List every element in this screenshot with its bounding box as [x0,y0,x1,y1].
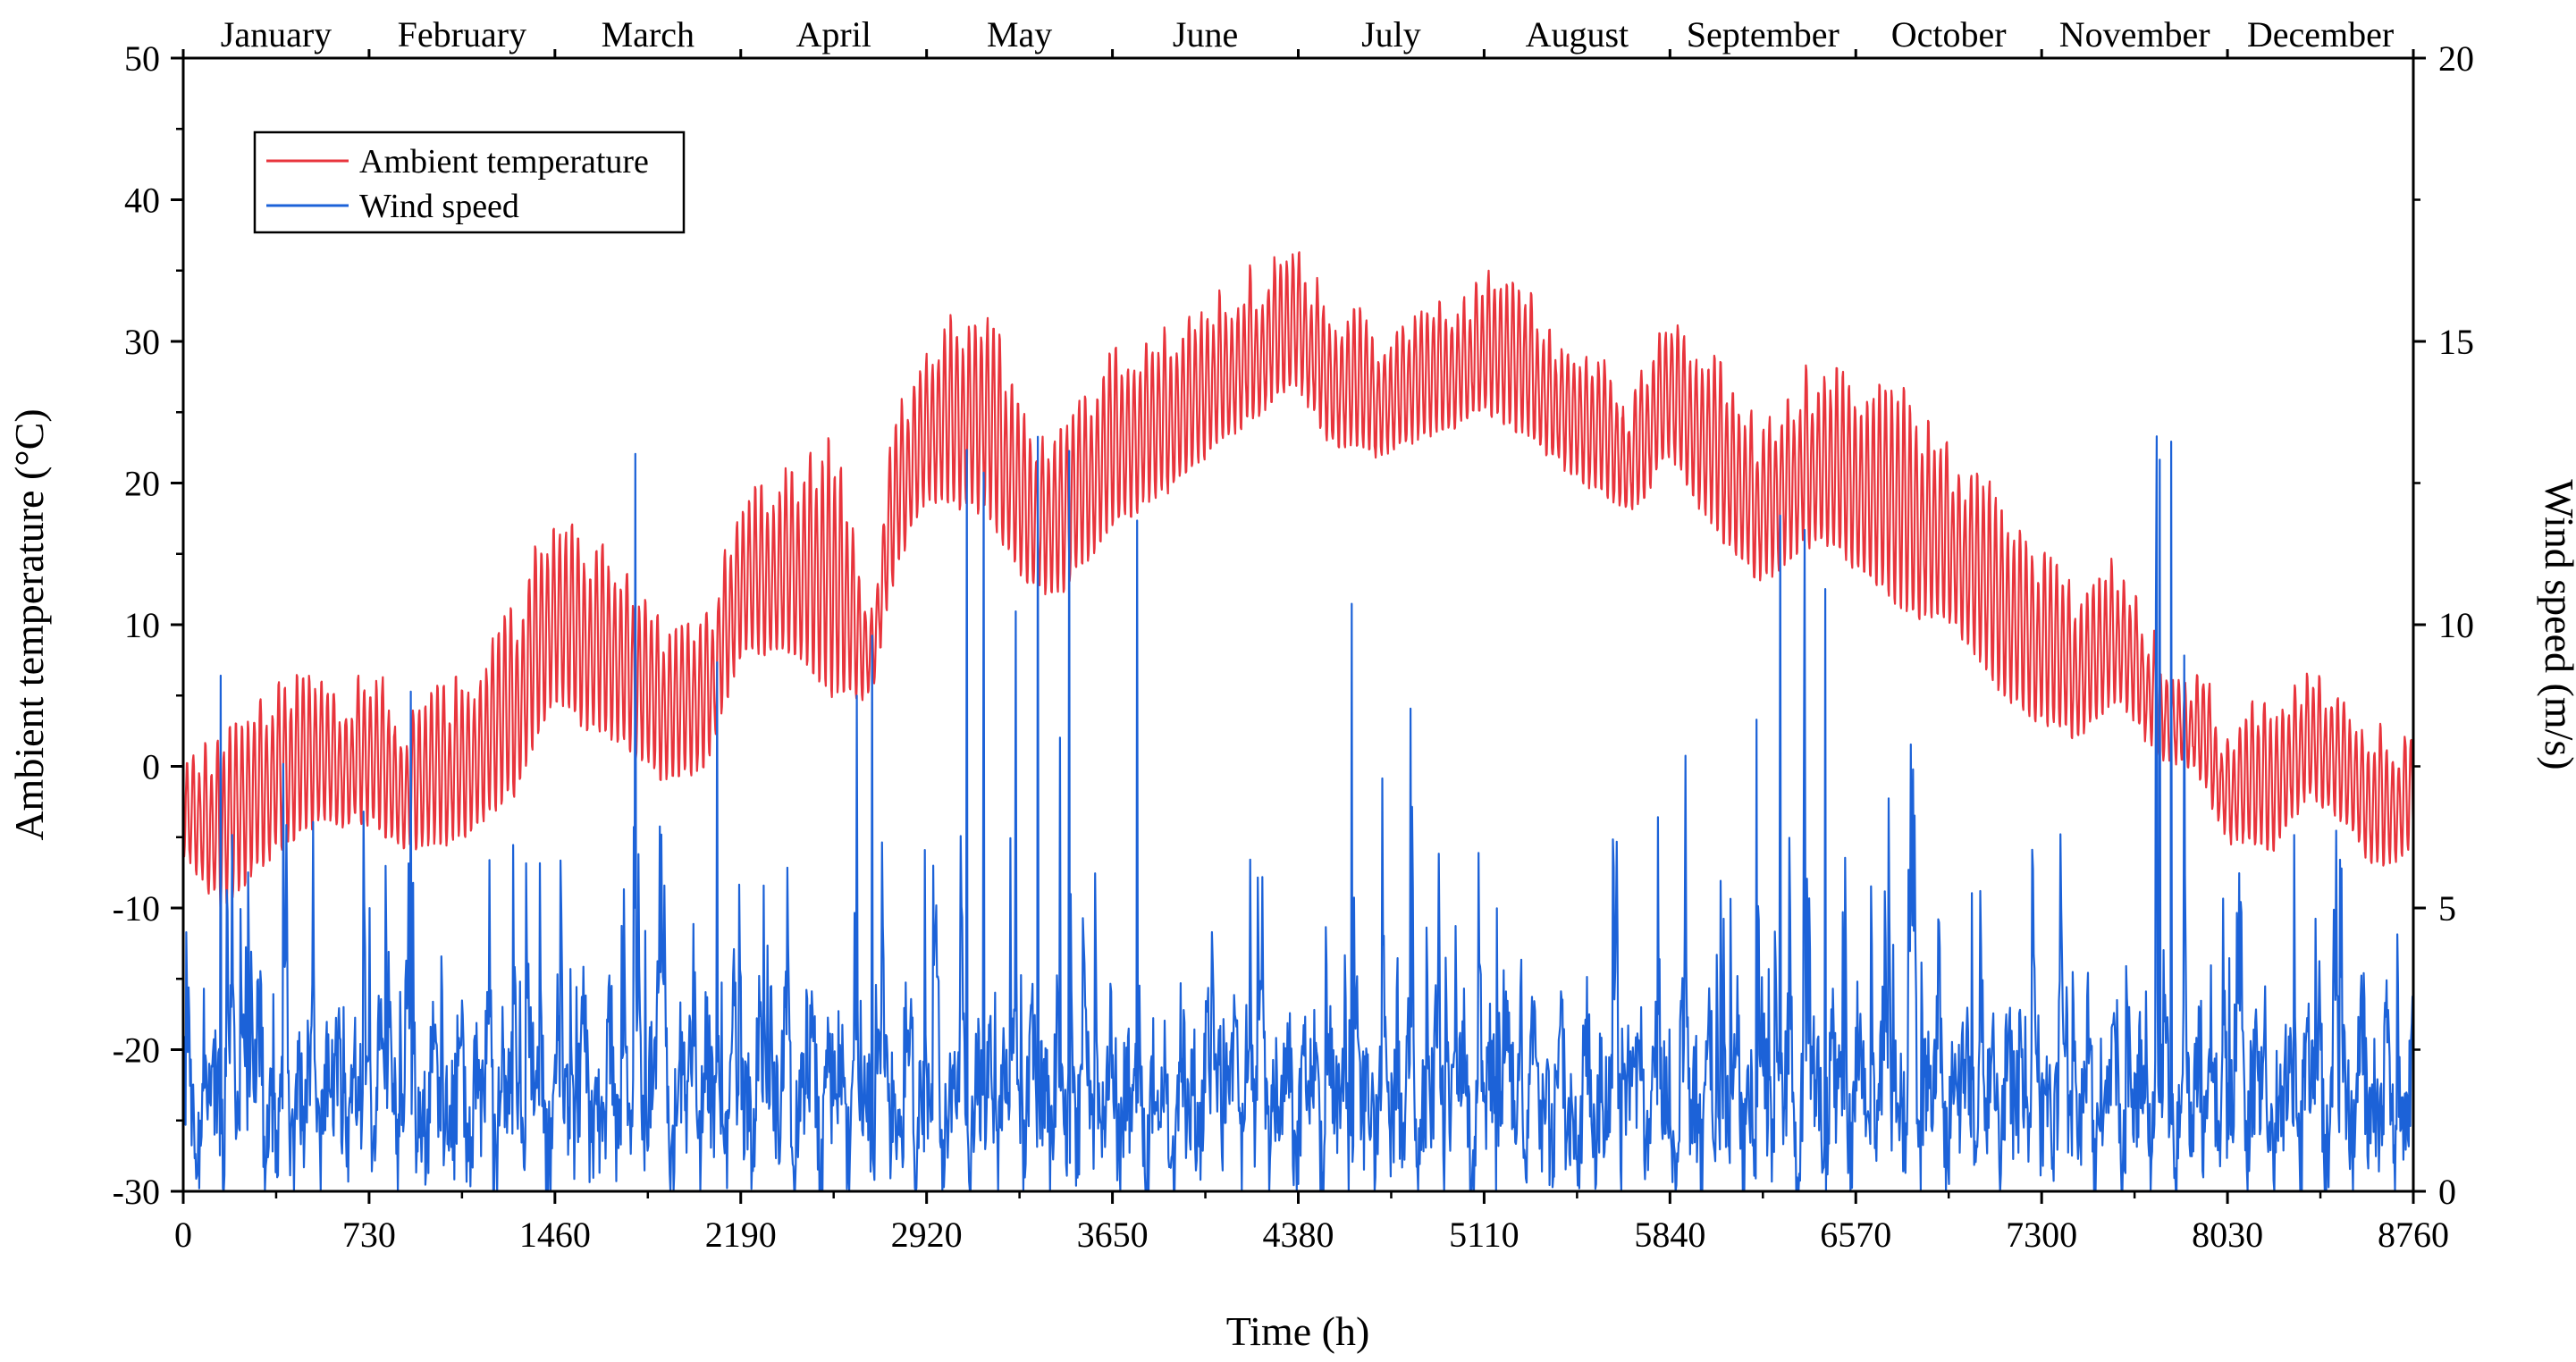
y-axis-right: 0 5 10 15 20 [2413,38,2474,1212]
month-label: December [2247,14,2394,55]
x-tick-label: 4380 [1263,1215,1334,1255]
y-right-tick-label: 5 [2438,888,2456,929]
month-label: May [987,14,1052,55]
x-tick-label: 730 [342,1215,396,1255]
x-tick-label: 0 [174,1215,192,1255]
month-label: September [1687,14,1839,55]
month-label: October [1891,14,2007,55]
month-label: June [1173,14,1238,55]
x-tick-label: 3650 [1077,1215,1149,1255]
x-tick-label: 2920 [891,1215,963,1255]
legend-label-wind-speed: Wind speed [359,188,519,225]
y-axis-right-title: Wind speed (m/s) [2537,479,2576,769]
y-left-tick-label: -20 [113,1030,160,1071]
x-tick-label: 1460 [519,1215,591,1255]
legend-box [253,130,686,234]
legend: Ambient temperature Wind speed [253,130,686,234]
y-right-tick-label: 0 [2438,1172,2456,1212]
month-label: March [602,14,695,55]
x-tick-label: 2190 [705,1215,777,1255]
y-right-tick-label: 10 [2438,605,2474,645]
month-label: April [796,14,871,55]
y-right-tick-label: 20 [2438,38,2474,79]
y-left-tick-label: 20 [124,464,160,504]
x-axis: 0 730 1460 2190 2920 3650 4380 5110 5840 6570 7300… [174,49,2449,1255]
month-label: August [1526,14,1629,55]
month-label: November [2059,14,2210,55]
month-label: January [221,14,332,55]
x-tick-label: 8760 [2378,1215,2449,1255]
x-tick-label: 5840 [1634,1215,1705,1255]
y-left-tick-label: 50 [124,38,160,79]
y-left-tick-label: 30 [124,322,160,362]
plot-area [183,251,2413,1191]
legend-label-ambient-temperature: Ambient temperature [359,143,649,181]
x-tick-label: 8030 [2192,1215,2263,1255]
y-right-tick-label: 15 [2438,322,2474,362]
month-label: February [398,14,526,55]
y-axis-left-title: Ambient temperature (°C) [6,408,52,840]
y-left-tick-label: 40 [124,181,160,221]
y-left-tick-label: -30 [113,1172,160,1212]
series-wind-speed [183,435,2413,1191]
month-label: July [1361,14,1421,55]
y-left-tick-label: 0 [142,747,160,787]
month-labels: January February March April May June July Augu… [221,14,2394,55]
series-ambient-temperature [183,251,2413,909]
x-axis-title: Time (h) [1226,1308,1370,1354]
x-tick-label: 5110 [1449,1215,1520,1255]
y-axis-left: -30 -20 -10 0 10 20 30 40 50 [113,38,183,1212]
x-tick-label: 6570 [1820,1215,1891,1255]
y-left-tick-label: 10 [124,605,160,645]
y-left-tick-label: -10 [113,888,160,929]
x-tick-label: 7300 [2006,1215,2077,1255]
